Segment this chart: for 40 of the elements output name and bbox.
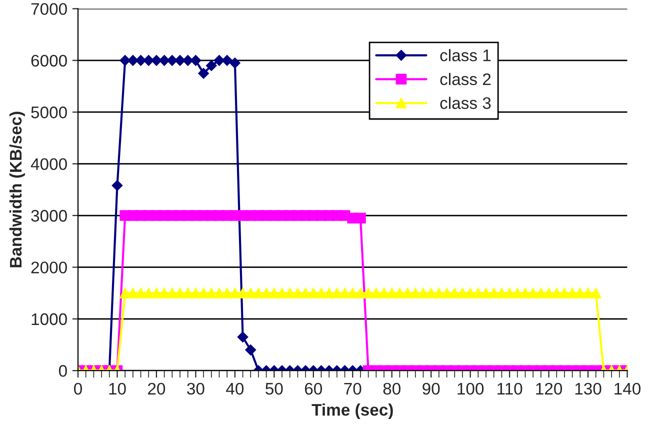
x-axis-title: Time (sec) — [312, 404, 393, 420]
point — [135, 54, 146, 66]
point — [158, 54, 170, 66]
x-tick-label: 0 — [74, 382, 82, 395]
x-tick-label: 70 — [344, 382, 362, 395]
y-tick-label: 2000 — [31, 262, 67, 274]
x-tick-label: 40 — [226, 382, 244, 395]
x-tick-label: 130 — [575, 382, 602, 395]
x-tick-label: 60 — [304, 382, 322, 395]
point — [151, 54, 162, 66]
x-tick-label: 80 — [383, 382, 400, 395]
x-tick-label: 50 — [266, 382, 283, 395]
point — [182, 54, 194, 66]
y-tick-label: 3000 — [31, 210, 67, 222]
y-axis-title: Bandwidth (KB/sec) — [9, 112, 25, 268]
x-tick-label: 90 — [422, 382, 440, 395]
legend-label: class 3 — [440, 96, 491, 110]
y-tick-label: 4000 — [30, 158, 67, 170]
x-tick-label: 10 — [109, 382, 126, 395]
point — [166, 54, 178, 66]
point — [222, 54, 233, 66]
point — [112, 180, 123, 191]
y-tick-label: 1000 — [32, 313, 67, 326]
y-tick-label: 0 — [58, 365, 67, 377]
x-tick-label: 140 — [614, 382, 641, 395]
y-tick-label: 7000 — [31, 3, 67, 15]
x-tick-label: 120 — [536, 382, 562, 395]
legend-label: class 1 — [440, 49, 491, 62]
x-tick-label: 20 — [148, 382, 166, 395]
y-tick-label: 6000 — [31, 54, 67, 67]
y-tick-label: 5000 — [31, 106, 67, 118]
x-tick-label: 30 — [187, 382, 204, 395]
point — [198, 68, 209, 79]
x-tick-label: 100 — [458, 382, 484, 395]
point — [230, 58, 240, 68]
legend-label: class 2 — [440, 72, 491, 86]
x-tick-label: 110 — [498, 382, 522, 395]
point — [206, 60, 217, 72]
point — [174, 54, 186, 66]
point — [190, 54, 202, 66]
